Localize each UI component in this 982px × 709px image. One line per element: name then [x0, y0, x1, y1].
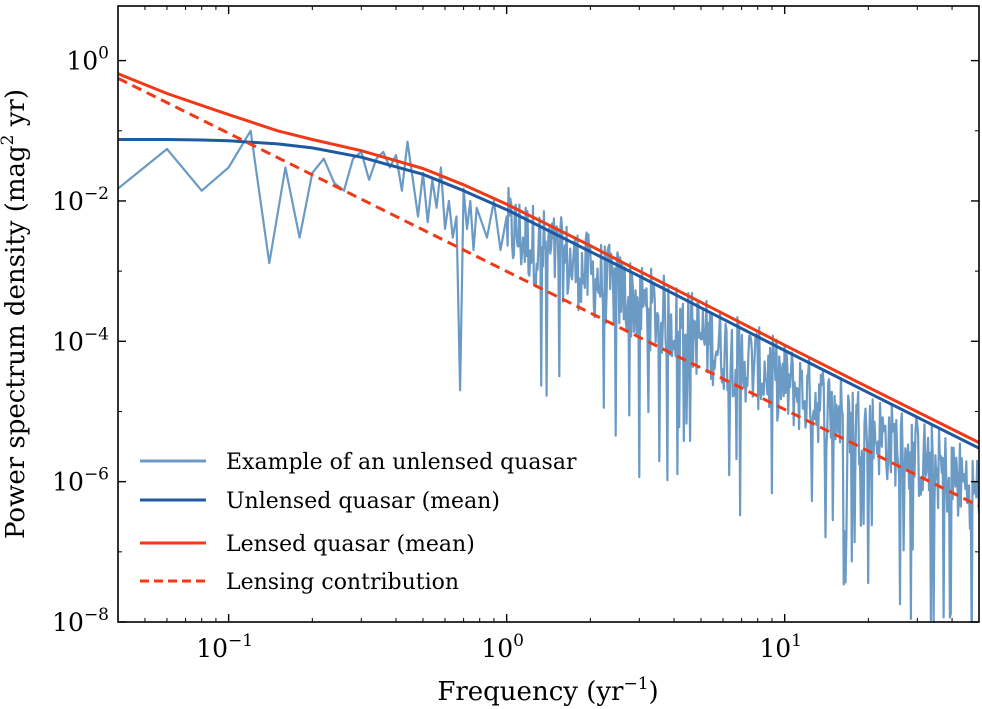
y-tick-label: 100 [66, 44, 109, 76]
y-tick-exponent: −8 [84, 605, 109, 625]
x-tick-label: 101 [759, 631, 802, 663]
y-tick-base: 10 [66, 47, 98, 76]
y-tick-label: 10−4 [52, 324, 109, 356]
plot-frame [117, 5, 980, 623]
x-tick-base: 10 [759, 634, 791, 663]
y-axis-label-main: Power spectrum density (mag [1, 145, 31, 539]
y-tick-base: 10 [52, 187, 84, 216]
legend-label-unlensed-mean: Unlensed quasar (mean) [226, 489, 500, 514]
y-axis-label-tail: yr) [1, 89, 31, 135]
x-tick-label: 10−1 [196, 631, 253, 663]
x-tick-exponent: −1 [228, 631, 253, 651]
series-line-example-of-an-unlensed-quasar [118, 129, 979, 622]
x-axis-label: Frequency (yr−1) [437, 674, 658, 707]
y-tick-label: 10−6 [52, 465, 109, 497]
y-tick-exponent: −4 [84, 324, 109, 344]
y-tick-exponent: 0 [98, 44, 109, 64]
legend: Example of an unlensed quasar Unlensed q… [140, 450, 577, 595]
y-axis-label-sup: 2 [0, 135, 18, 146]
series-line-lensed-quasar-mean [118, 72, 979, 444]
legend-label-lensing-contribution: Lensing contribution [226, 570, 459, 595]
legend-entry-unlensed-mean: Unlensed quasar (mean) [140, 489, 500, 514]
x-tick-base: 10 [481, 634, 513, 663]
x-tick-exponent: 1 [791, 631, 802, 651]
x-tick-label: 100 [481, 631, 524, 663]
y-tick-label: 10−2 [52, 184, 109, 216]
y-tick-exponent: −6 [84, 465, 109, 485]
series-layer [118, 72, 979, 622]
x-tick-exponent: 0 [513, 631, 524, 651]
y-tick-exponent: −2 [84, 184, 109, 204]
x-axis-label-main: Frequency (yr [437, 677, 624, 707]
y-tick-base: 10 [52, 468, 84, 497]
series-line-lensing-contribution [118, 76, 979, 508]
legend-label-lensed-mean: Lensed quasar (mean) [226, 532, 475, 557]
legend-entry-lensed-mean: Lensed quasar (mean) [140, 532, 475, 557]
y-tick-base: 10 [52, 608, 84, 637]
y-tick-base: 10 [52, 327, 84, 356]
x-axis-label-sup: −1 [623, 674, 648, 694]
y-tick-label: 10−8 [52, 605, 109, 637]
x-axis-label-tail: ) [649, 677, 659, 707]
series-line-unlensed-quasar-mean [118, 138, 979, 450]
legend-label-example: Example of an unlensed quasar [226, 450, 577, 475]
y-axis-label: Power spectrum density (mag2 yr) [0, 89, 31, 539]
x-tick-base: 10 [196, 634, 228, 663]
legend-entry-lensing-contribution: Lensing contribution [140, 570, 459, 595]
legend-entry-example: Example of an unlensed quasar [140, 450, 577, 475]
